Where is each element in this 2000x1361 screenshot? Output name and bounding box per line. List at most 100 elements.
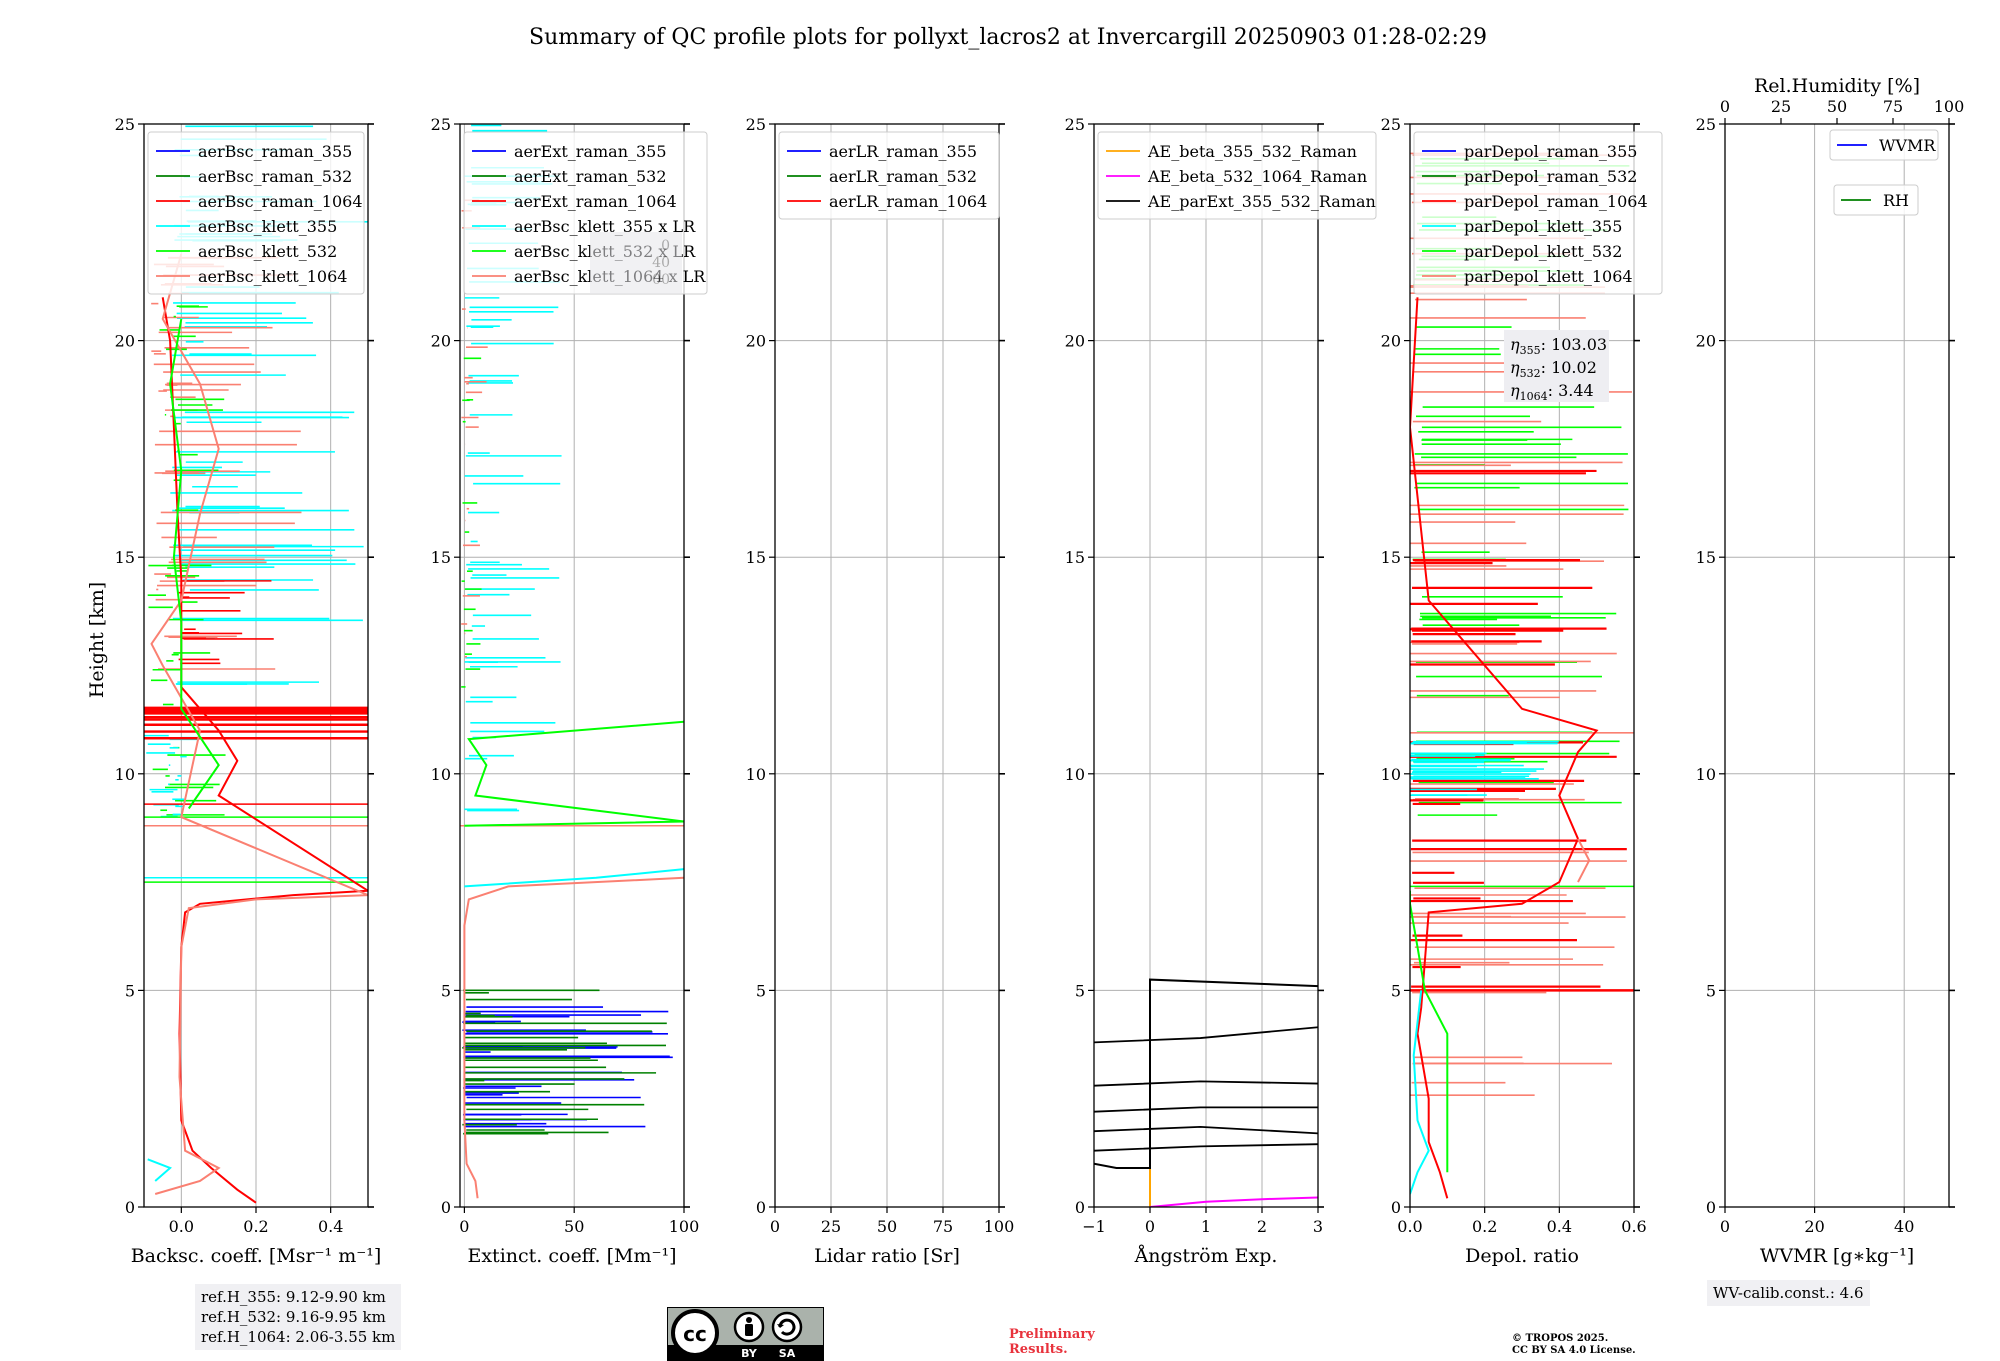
x-axis-label: Backsc. coeff. [Msr⁻¹ m⁻¹]	[131, 1245, 382, 1267]
legend-label: aerBsc_raman_532	[198, 167, 352, 186]
copyright-line-2: CC BY SA 4.0 License.	[1512, 1345, 1636, 1356]
x-tick-label: 25	[821, 1217, 841, 1236]
data-layer	[1094, 978, 1318, 1207]
x-tick-label: 50	[564, 1217, 584, 1236]
y-tick-label: 15	[431, 548, 451, 567]
x-tick-label: 0	[1145, 1217, 1155, 1236]
y-tick-label: 25	[1696, 115, 1716, 134]
ae-parext-segment	[1094, 1026, 1318, 1044]
legend-label: aerLR_raman_1064	[829, 192, 987, 211]
ref-height-355: ref.H_355: 9.12-9.90 km	[201, 1288, 386, 1306]
y-tick-label: 0	[1706, 1198, 1716, 1217]
y-tick-label: 10	[1381, 765, 1401, 784]
y-tick-label: 5	[1391, 981, 1401, 1000]
top-x-tick-label: 50	[1827, 97, 1847, 116]
series-aerBsc_klett_1064	[150, 253, 368, 1195]
series-aerBsc_raman_1064	[161, 297, 368, 1204]
y-tick-label: 15	[1065, 548, 1085, 567]
y-tick-label: 0	[125, 1198, 135, 1217]
series-parDepol_klett_355	[1410, 990, 1430, 1195]
x-axis-label: Depol. ratio	[1465, 1245, 1579, 1267]
legend-box	[1833, 184, 1919, 216]
legend-label: aerExt_raman_355	[514, 142, 667, 161]
data-layer	[1410, 152, 1634, 1199]
legend-box	[1097, 131, 1377, 220]
preliminary-results-note: Preliminary Results.	[1009, 1327, 1095, 1357]
ref-height-532: ref.H_532: 9.16-9.95 km	[201, 1308, 386, 1326]
y-tick-label: 10	[1696, 765, 1716, 784]
series-parDepol_klett_1064	[1577, 838, 1591, 883]
panel-extinction: 0 5 10 15 20 25 0 50 100 Extinct. coeff. [Mm⁻¹] ae…	[431, 115, 708, 1267]
y-tick-label: 20	[746, 332, 766, 351]
legend-label: RH	[1883, 191, 1909, 210]
y-tick-label: 25	[1381, 115, 1401, 134]
series-AE_parExt_355_532_Raman	[1094, 978, 1318, 1169]
top-x-tick-label: 0	[1720, 97, 1730, 116]
legend-label: AE_beta_532_1064_Raman	[1147, 167, 1367, 186]
top-x-axis-label: Rel.Humidity [%]	[1754, 75, 1920, 97]
legend-label: aerBsc_raman_355	[198, 142, 352, 161]
ae-parext-segment	[1094, 1080, 1318, 1087]
cc-license-badge: cc BY SA	[667, 1307, 824, 1361]
ae-parext-segment	[1094, 1125, 1318, 1135]
legend-label: aerLR_raman_532	[829, 167, 977, 186]
legend-label: aerExt_raman_1064	[514, 192, 677, 211]
x-tick-label: 0	[770, 1217, 780, 1236]
y-tick-label: 20	[431, 332, 451, 351]
y-tick-label: 5	[441, 981, 451, 1000]
x-tick-label: 0.0	[1397, 1217, 1422, 1236]
x-axis-label: Extinct. coeff. [Mm⁻¹]	[467, 1245, 676, 1267]
y-tick-label: 10	[431, 765, 451, 784]
legend-label: parDepol_raman_532	[1464, 167, 1637, 186]
legend-label: parDepol_klett_532	[1464, 242, 1622, 261]
legend-label: parDepol_raman_355	[1464, 142, 1637, 161]
x-tick-label: 0	[459, 1217, 469, 1236]
series-aerBsc_klett_355	[147, 1158, 173, 1182]
y-tick-label: 25	[1065, 115, 1085, 134]
y-tick-label: 25	[431, 115, 451, 134]
eta-value: η355: 103.03	[1510, 335, 1607, 357]
x-tick-label: 0.4	[1547, 1217, 1572, 1236]
top-x-tick-label: 25	[1771, 97, 1791, 116]
eta-value: η532: 10.02	[1510, 358, 1597, 380]
legend-label: aerBsc_klett_355	[198, 217, 337, 236]
panel-depolarization: 0 5 10 15 20 25 0.0 0.2 0.4 0.6 Depol. ratio parDep…	[1381, 115, 1663, 1267]
x-tick-label: 2	[1257, 1217, 1267, 1236]
series-parDepol_klett_532	[1410, 890, 1449, 1173]
y-tick-label: 0	[441, 1198, 451, 1217]
overlapped-text: 0	[661, 238, 670, 254]
y-tick-label: 15	[746, 548, 766, 567]
legend-label: aerLR_raman_355	[829, 142, 977, 161]
series-aerBsc_klett_1064 x LR	[463, 876, 684, 1199]
x-tick-label: 0.2	[1472, 1217, 1497, 1236]
legend-label: WVMR	[1879, 136, 1936, 155]
x-tick-label: −1	[1082, 1217, 1106, 1236]
copyright-note: © TROPOS 2025. CC BY SA 4.0 License.	[1512, 1333, 1636, 1357]
series-aerBsc_klett_532	[169, 318, 220, 810]
plot-frame	[459, 123, 685, 1208]
x-tick-label: 3	[1313, 1217, 1323, 1236]
x-tick-label: 0.6	[1621, 1217, 1646, 1236]
x-tick-label: 1	[1201, 1217, 1211, 1236]
x-tick-label: 100	[669, 1217, 700, 1236]
legend-label: aerExt_raman_532	[514, 167, 667, 186]
sa-share-icon	[771, 1311, 803, 1343]
y-tick-label: 15	[1696, 548, 1716, 567]
legend-label: aerBsc_klett_532	[198, 242, 337, 261]
y-tick-label: 0	[1075, 1198, 1085, 1217]
x-tick-label: 0.4	[318, 1217, 343, 1236]
y-tick-label: 20	[1065, 332, 1085, 351]
y-tick-label: 0	[756, 1198, 766, 1217]
ae-parext-segment	[1094, 1143, 1318, 1152]
figure-title: Summary of QC profile plots for pollyxt_…	[529, 25, 1487, 50]
legend-box	[1829, 129, 1939, 161]
legend: WVMR RH	[1829, 129, 1939, 216]
legend-box	[778, 131, 1000, 220]
x-tick-label: 0.2	[243, 1217, 268, 1236]
legend-label: parDepol_klett_355	[1464, 217, 1622, 236]
x-axis-label: Lidar ratio [Sr]	[814, 1245, 960, 1267]
